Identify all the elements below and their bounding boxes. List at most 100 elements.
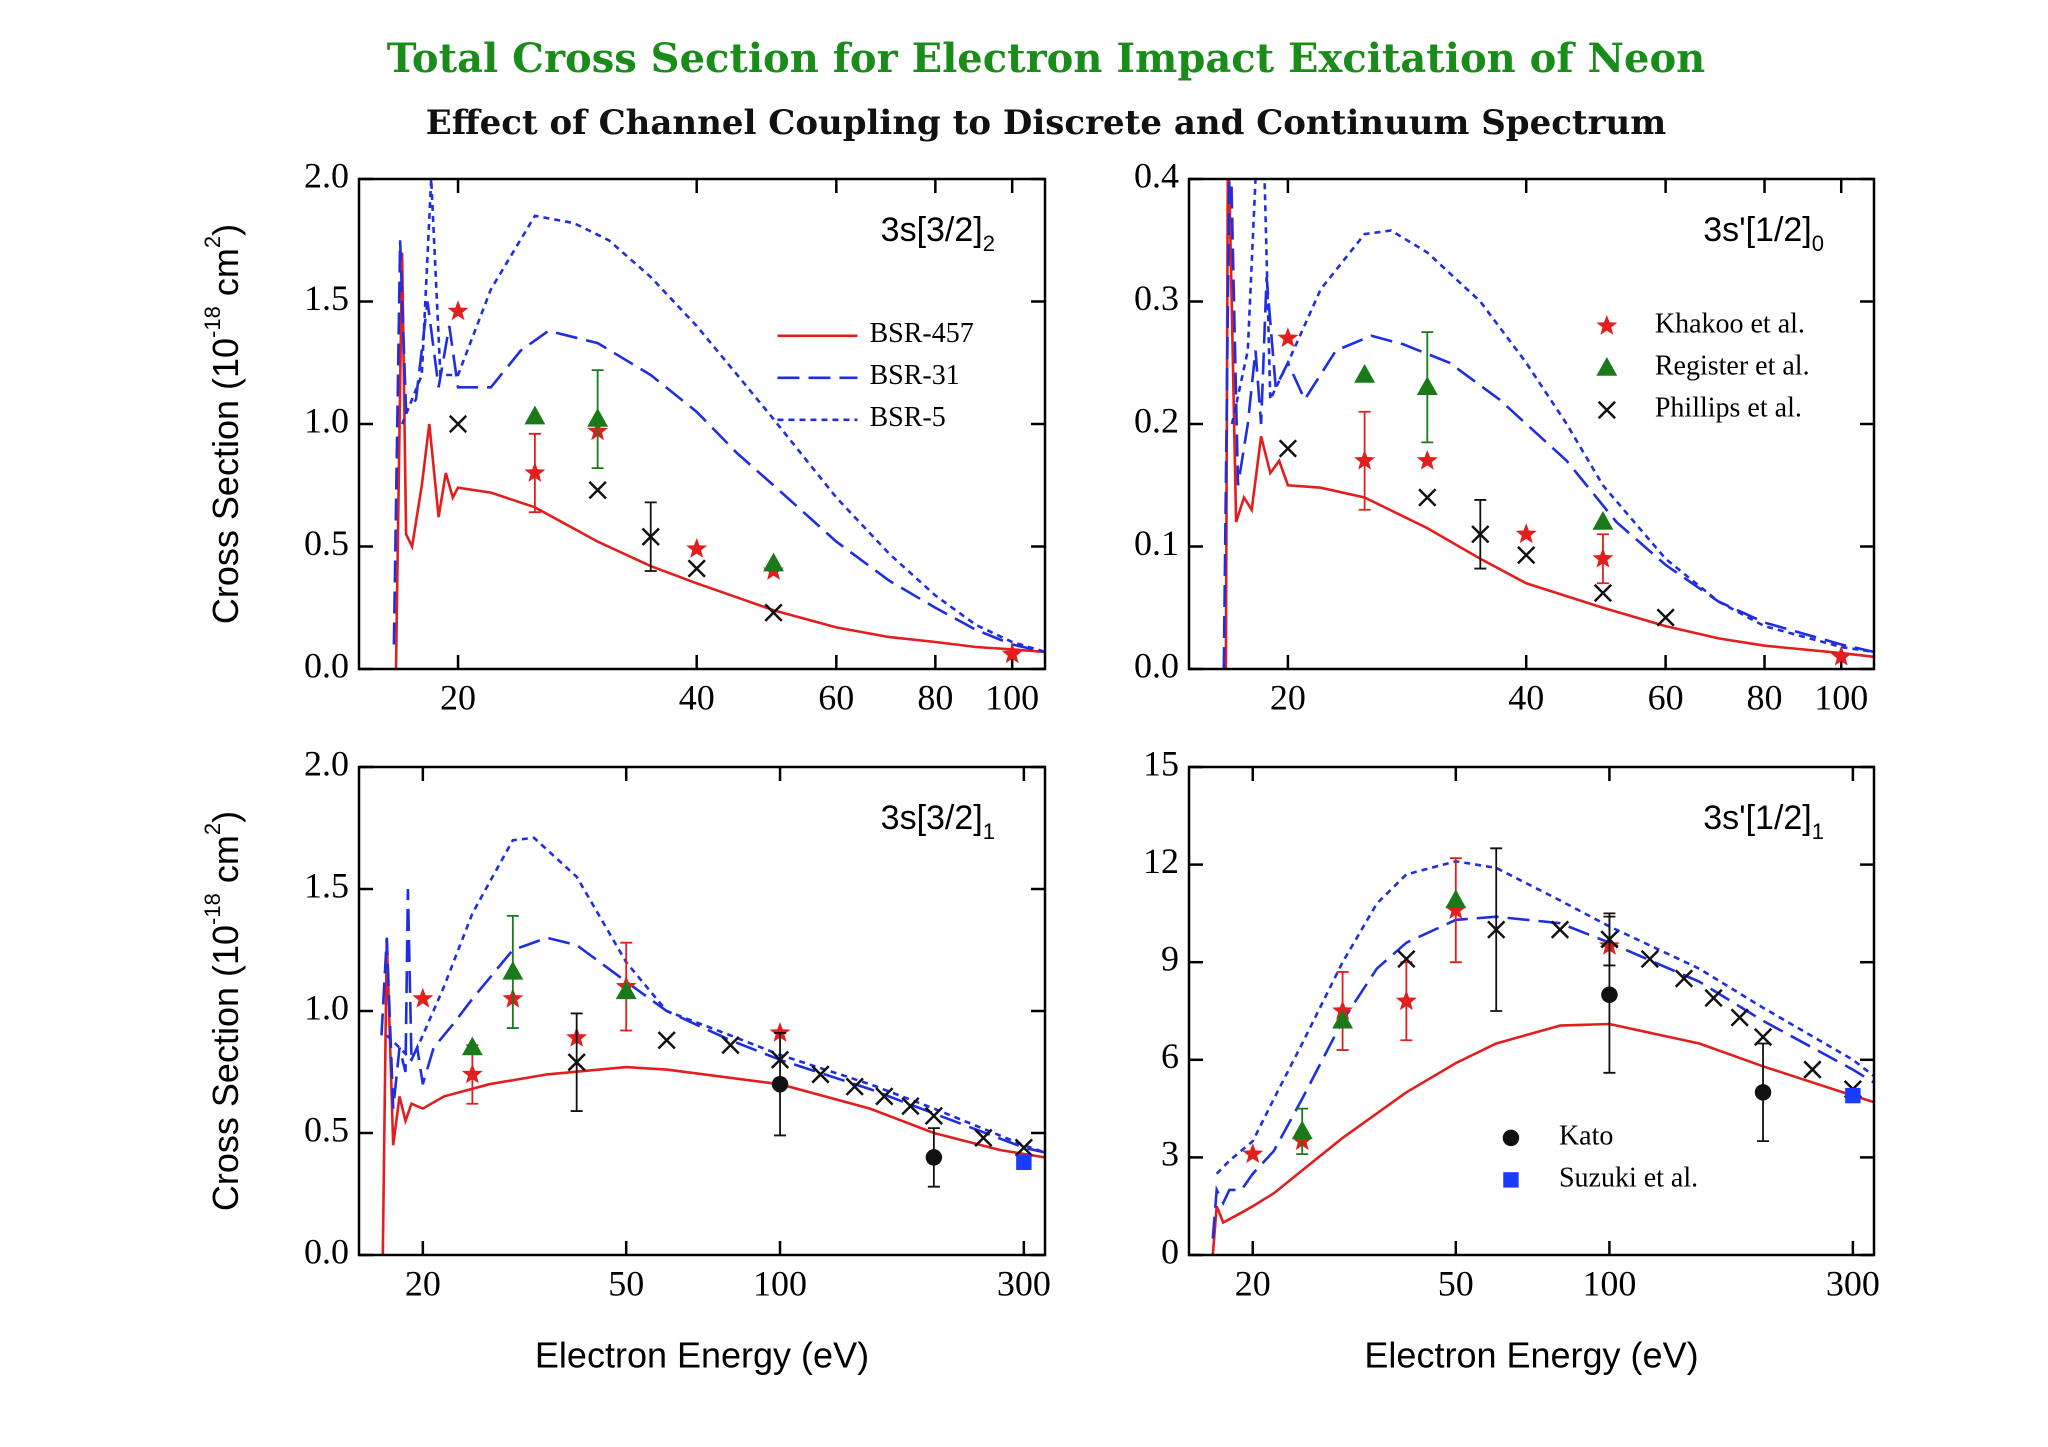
star-marker xyxy=(1830,645,1852,666)
legend-label: Kato xyxy=(1559,1120,1613,1151)
x-axis-label: Electron Energy (eV) xyxy=(535,1335,869,1376)
x-tick-label: 50 xyxy=(608,1263,644,1303)
plot-area xyxy=(1211,847,1874,1255)
series-line xyxy=(385,836,1045,1154)
legend-marker xyxy=(1597,400,1616,420)
y-axis-label-part: cm xyxy=(205,248,246,306)
triangle-marker xyxy=(1592,511,1614,530)
cross-marker xyxy=(1471,525,1490,544)
cross-marker xyxy=(1418,488,1437,507)
cross-marker xyxy=(1640,949,1659,969)
y-tick-label: 0.0 xyxy=(1134,645,1179,685)
panel-label-main: 3s[3/2] xyxy=(881,799,983,837)
y-tick-label: 0.5 xyxy=(304,1109,349,1149)
x-axis-label: Electron Energy (eV) xyxy=(1364,1335,1698,1376)
star-marker xyxy=(1395,990,1417,1011)
y-tick-label: 15 xyxy=(1143,743,1179,783)
y-axis-label-part: cm xyxy=(205,835,246,893)
cross-marker xyxy=(1704,988,1723,1008)
triangle-marker xyxy=(615,980,637,1000)
triangle-marker xyxy=(502,960,524,980)
star-marker xyxy=(769,1022,791,1042)
cross-marker xyxy=(1278,439,1298,458)
plot-area xyxy=(380,836,1045,1255)
legend-label: Phillips et al. xyxy=(1655,392,1802,423)
cross-marker xyxy=(1730,1008,1749,1027)
y-axis-label-sup: 2 xyxy=(200,236,225,248)
cross-marker xyxy=(845,1077,864,1096)
y-tick-label: 1.0 xyxy=(304,400,349,440)
plot-frame xyxy=(357,177,1047,671)
circle-marker xyxy=(925,1149,943,1166)
panel-label-main: 3s[3/2] xyxy=(881,211,983,249)
square-marker xyxy=(1016,1154,1032,1170)
square-marker xyxy=(1845,1087,1861,1104)
cross-marker xyxy=(1803,1060,1822,1079)
triangle-marker xyxy=(1416,376,1438,395)
cross-marker xyxy=(1656,608,1675,627)
legend-label: BSR-31 xyxy=(869,360,959,391)
star-marker xyxy=(447,300,469,321)
cross-marker xyxy=(924,1106,943,1126)
triangle-marker xyxy=(1354,364,1376,383)
plot-area xyxy=(392,179,1045,669)
cross-marker xyxy=(1674,969,1694,988)
legend-label: Suzuki et al. xyxy=(1559,1162,1698,1193)
y-tick-label: 0.0 xyxy=(304,1231,349,1271)
triangle-marker xyxy=(1332,1009,1354,1029)
series-line xyxy=(400,179,1045,654)
y-tick-label: 6 xyxy=(1161,1036,1179,1076)
triangle-marker xyxy=(1291,1120,1313,1140)
cross-marker xyxy=(1593,583,1613,603)
cross-marker xyxy=(1517,545,1536,565)
x-tick-label: 300 xyxy=(997,1263,1051,1303)
star-marker xyxy=(524,462,546,482)
panel-label: 3s[3/2]2 xyxy=(881,211,995,256)
star-marker xyxy=(412,987,434,1008)
x-tick-label: 40 xyxy=(679,677,715,717)
y-tick-label: 0.1 xyxy=(1134,523,1179,563)
plot-area xyxy=(1222,179,1874,669)
y-axis-label-part: ) xyxy=(205,224,246,236)
panel-label-sub: 1 xyxy=(983,819,995,844)
legend-label: Khakoo et al. xyxy=(1655,308,1805,339)
x-tick-label: 80 xyxy=(917,677,953,717)
y-tick-label: 0.3 xyxy=(1134,278,1179,318)
star-marker xyxy=(1277,327,1299,348)
panel-label-sub: 0 xyxy=(1812,231,1824,256)
y-axis-label-sup: -18 xyxy=(200,306,225,338)
y-axis-label: Cross Section (10-18 cm2) xyxy=(200,811,246,1211)
panel-label-sub: 1 xyxy=(1812,819,1824,844)
y-tick-label: 1.0 xyxy=(304,987,349,1027)
triangle-marker xyxy=(1445,889,1467,909)
cross-marker xyxy=(448,414,468,434)
star-marker xyxy=(1354,449,1376,470)
star-marker xyxy=(1001,643,1023,664)
y-tick-label: 3 xyxy=(1161,1134,1179,1174)
cross-marker xyxy=(1550,920,1570,939)
x-tick-label: 20 xyxy=(1235,1263,1271,1303)
x-tick-label: 300 xyxy=(1826,1263,1880,1303)
plot-frame xyxy=(357,765,1047,1257)
plot-frame xyxy=(1187,765,1876,1257)
triangle-marker xyxy=(524,405,546,425)
cross-marker xyxy=(687,559,706,578)
legend-marker xyxy=(1502,1129,1520,1147)
cross-marker xyxy=(567,1053,586,1072)
legend-marker xyxy=(1503,1172,1519,1188)
triangle-marker xyxy=(587,408,609,427)
y-tick-label: 0.0 xyxy=(304,645,349,685)
cross-marker xyxy=(901,1097,920,1116)
y-tick-label: 0.5 xyxy=(304,523,349,563)
panel-label: 3s'[1/2]0 xyxy=(1703,211,1824,256)
y-tick-label: 2.0 xyxy=(304,743,349,783)
y-tick-label: 0 xyxy=(1161,1231,1179,1271)
cross-marker xyxy=(1487,920,1506,939)
x-tick-label: 60 xyxy=(1648,677,1684,717)
cross-marker xyxy=(974,1128,993,1148)
y-tick-label: 1.5 xyxy=(304,865,349,905)
star-marker xyxy=(1515,523,1537,544)
y-axis-label-sup: 2 xyxy=(200,823,225,835)
